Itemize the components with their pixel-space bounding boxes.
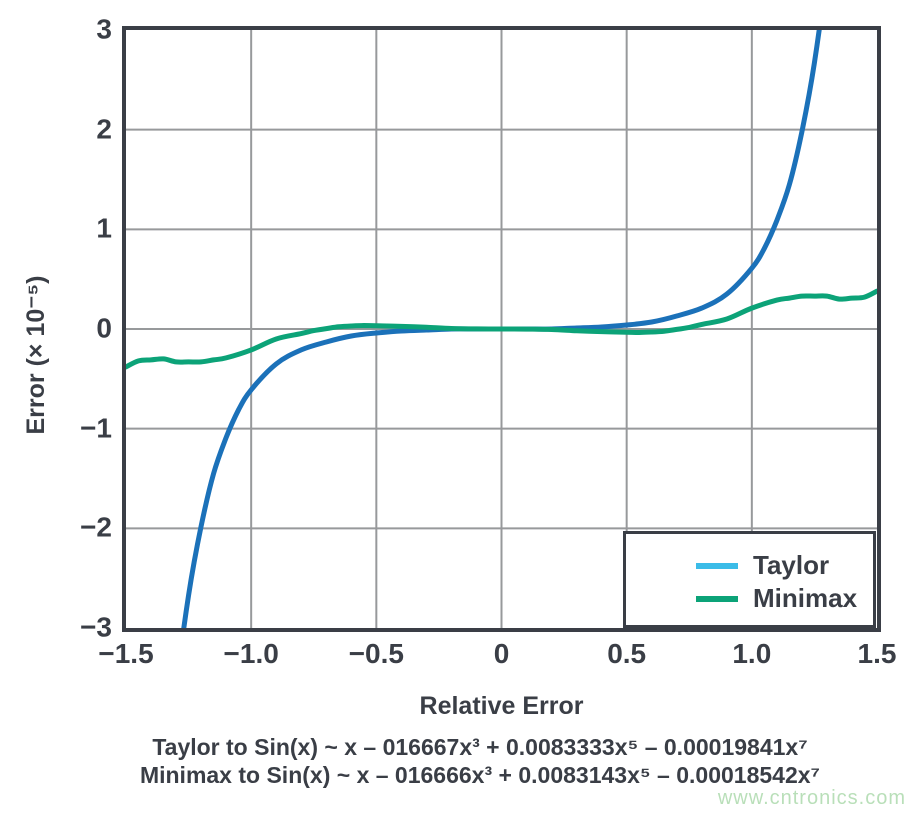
caption-taylor-formula: Taylor to Sin(x) ~ x – 016667x³ + 0.0083… [152, 734, 808, 760]
x-axis-tick-labels: −1.5 −1.0 −0.5 0 0.5 1.0 1.5 [98, 638, 896, 672]
x-tick-label: 1.5 [857, 638, 897, 669]
y-tick-label: −1 [80, 412, 112, 444]
x-tick-label: −0.5 [348, 638, 404, 669]
y-tick-label: 3 [96, 13, 112, 45]
x-tick-label: 1.0 [732, 638, 772, 669]
x-tick-label: 0 [493, 638, 510, 669]
legend-item-taylor: Taylor [626, 549, 873, 582]
caption-block: Taylor to Sin(x) ~ x – 016667x³ + 0.0083… [48, 733, 912, 789]
legend-item-minimax: Minimax [626, 582, 873, 615]
y-axis-tick-labels: 3 2 1 0 −1 −2 −3 [0, 13, 112, 642]
watermark-text: www.cntronics.com [717, 787, 906, 809]
x-tick-label: 0.5 [607, 638, 647, 669]
legend-label: Taylor [753, 550, 830, 580]
legend-label: Minimax [753, 583, 858, 613]
taylor-swatch-icon [696, 562, 738, 569]
y-tick-label: 2 [96, 113, 112, 145]
y-tick-label: 0 [96, 312, 112, 344]
legend-box: Taylor Minimax [623, 531, 876, 628]
x-axis-title: Relative Error [419, 692, 584, 720]
caption-minimax-formula: Minimax to Sin(x) ~ x – 016666x³ + 0.008… [139, 762, 821, 788]
plot-svg [126, 30, 877, 628]
curve-minimax [126, 288, 877, 370]
y-tick-label: −3 [80, 611, 112, 643]
y-tick-label: −2 [80, 511, 112, 543]
x-tick-label: −1.5 [98, 638, 154, 669]
y-tick-label: 1 [96, 212, 112, 244]
x-tick-label: −1.0 [223, 638, 279, 669]
minimax-swatch-icon [696, 595, 738, 602]
